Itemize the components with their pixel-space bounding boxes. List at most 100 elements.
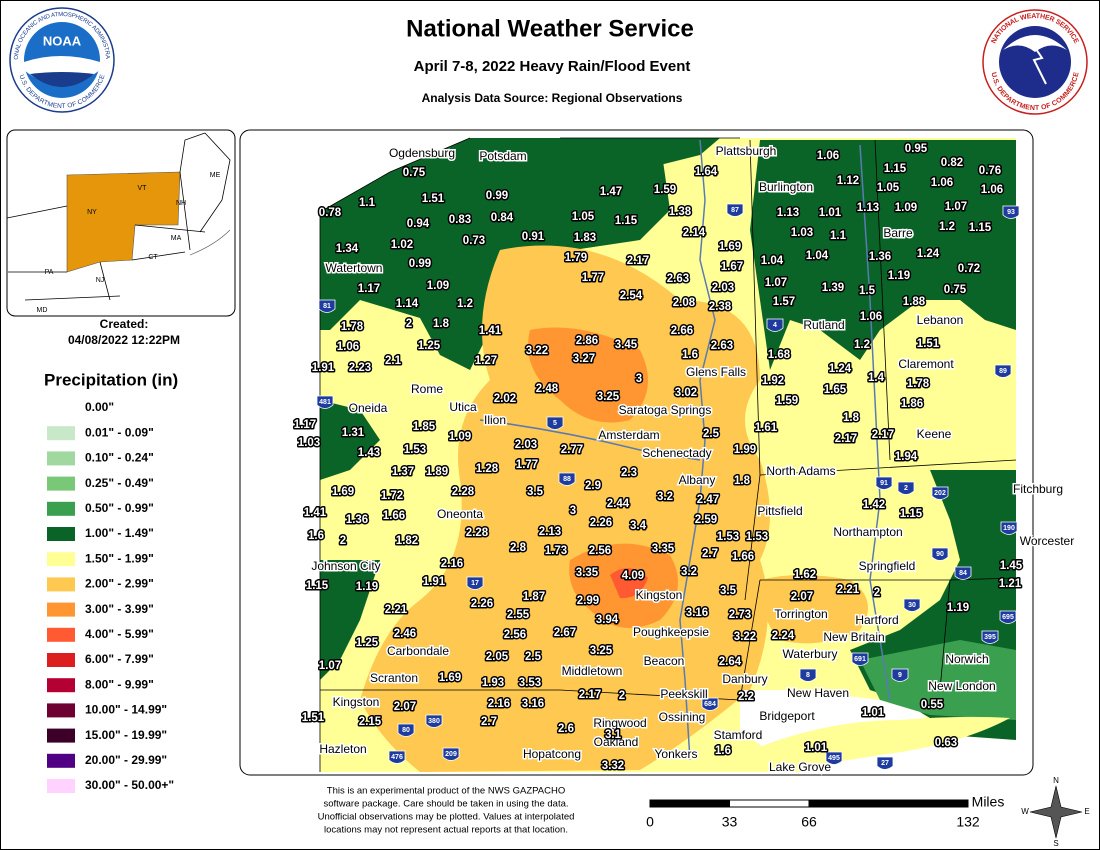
observation-value: 1.01 (862, 707, 885, 719)
observation-value: 2.16 (441, 558, 463, 570)
observation-value: 2.03 (515, 439, 537, 451)
observation-value: 3.22 (734, 631, 756, 643)
observation-value: 1.57 (773, 296, 795, 308)
observation-value: 1.93 (482, 677, 504, 689)
observation-value: 1.09 (895, 202, 917, 214)
observation-value: 2.07 (394, 701, 416, 713)
observation-value: 0.99 (409, 258, 431, 270)
observation-value: 1.66 (732, 551, 754, 563)
observation-value: 1.47 (600, 186, 622, 198)
observation-value: 2.17 (627, 255, 649, 267)
observation-value: 0.63 (935, 737, 957, 749)
observation-value: 1.1 (359, 197, 376, 209)
observation-value: 2.26 (471, 598, 493, 610)
observation-value: 1.31 (342, 427, 365, 439)
city-label: Claremont (898, 357, 954, 371)
observation-value: 1.09 (427, 280, 449, 292)
legend-swatch (47, 753, 75, 768)
legend-swatch (47, 552, 75, 567)
city-label: North Adams (766, 464, 835, 478)
observation-value: 1.8 (734, 475, 751, 487)
observation-value: 3.2 (657, 491, 673, 503)
highway-number: 5 (553, 420, 557, 427)
observation-value: 2.15 (359, 716, 382, 728)
highway-shield (1002, 205, 1020, 219)
highway-number: 695 (1002, 614, 1014, 621)
observation-value: 3.5 (527, 486, 544, 498)
observation-value: 1.66 (383, 510, 405, 522)
observation-value: 1.72 (381, 490, 403, 502)
observation-value: 2.26 (590, 517, 612, 529)
legend-label: 0.25" - 0.49" (85, 476, 154, 490)
city-label: Kingston (333, 695, 380, 709)
observation-value: 2.5 (703, 428, 720, 440)
city-label: Potsdam (479, 149, 526, 163)
highway-number: 691 (854, 656, 866, 663)
compass-w: W (1021, 807, 1029, 816)
city-label: Carbondale (387, 644, 449, 658)
observation-value: 1.36 (346, 514, 368, 526)
observation-value: 0.73 (463, 235, 485, 247)
city-label: New Britain (823, 630, 884, 644)
city-label: Scranton (370, 671, 418, 685)
observation-value: 1.07 (319, 660, 341, 672)
legend-label: 1.50" - 1.99" (85, 551, 154, 565)
city-label: Danbury (722, 672, 767, 686)
observation-value: 1.12 (837, 175, 859, 187)
compass-e: E (1084, 807, 1089, 816)
scale-tick-label: 66 (801, 814, 817, 830)
legend-swatch (47, 678, 75, 693)
observation-value: 1.82 (396, 535, 418, 547)
observation-value: 1.85 (413, 421, 436, 433)
legend-swatch (47, 779, 75, 793)
city-label: Hartford (855, 613, 898, 627)
highway-number: 202 (934, 490, 946, 497)
observation-value: 1.73 (545, 545, 567, 557)
highway-number: 209 (445, 751, 457, 758)
observation-value: 2.17 (579, 689, 601, 701)
observation-value: 2.03 (712, 282, 734, 294)
city-label: Beacon (644, 654, 685, 668)
observation-value: 1.79 (565, 252, 587, 264)
scale-tick-label: 132 (956, 814, 980, 830)
observation-value: 1.07 (765, 277, 787, 289)
highway-shield (851, 652, 869, 666)
state-label: NY (87, 209, 97, 216)
observation-value: 1.69 (719, 241, 741, 253)
observation-value: 1.68 (768, 349, 791, 361)
observation-value: 1.86 (901, 398, 923, 410)
observation-value: 3.27 (573, 353, 595, 365)
city-label: Oneonta (437, 507, 483, 521)
observation-value: 1.88 (903, 296, 926, 308)
state-label: NH (176, 200, 186, 207)
highway-number: 4 (773, 322, 777, 329)
city-label: Rome (411, 382, 443, 396)
observation-value: 1.42 (863, 499, 885, 511)
observation-value: 2.13 (539, 526, 561, 538)
observation-value: 3.4 (630, 520, 647, 532)
nws-logo: NATIONAL WEATHER SERVICE U.S. DEPARTMENT… (982, 9, 1088, 115)
observation-value: 1.53 (404, 444, 426, 456)
legend-swatch (47, 476, 75, 491)
state-label: NJ (96, 277, 105, 284)
highway-shield (466, 576, 484, 590)
observation-value: 0.84 (491, 212, 514, 224)
observation-value: 1.17 (294, 419, 316, 431)
scale-tick-label: 33 (722, 814, 738, 830)
observation-value: 2.7 (481, 716, 497, 728)
observation-value: 1.02 (391, 239, 413, 251)
observation-value: 2.99 (577, 595, 599, 607)
observation-value: 1.94 (895, 451, 918, 463)
observation-value: 0.72 (958, 263, 980, 275)
created-date: 04/08/2022 12:22PM (68, 333, 180, 347)
legend-label: 0.01" - 0.09" (85, 425, 154, 439)
observation-value: 1.6 (715, 745, 731, 757)
city-label: Middletown (562, 664, 623, 678)
city-label: Ogdensburg (389, 146, 455, 160)
observation-value: 2.17 (835, 433, 857, 445)
highway-number: 84 (959, 570, 967, 577)
observation-value: 1.38 (669, 206, 692, 218)
compass-rose (1029, 785, 1083, 839)
observation-value: 1.37 (392, 466, 414, 478)
